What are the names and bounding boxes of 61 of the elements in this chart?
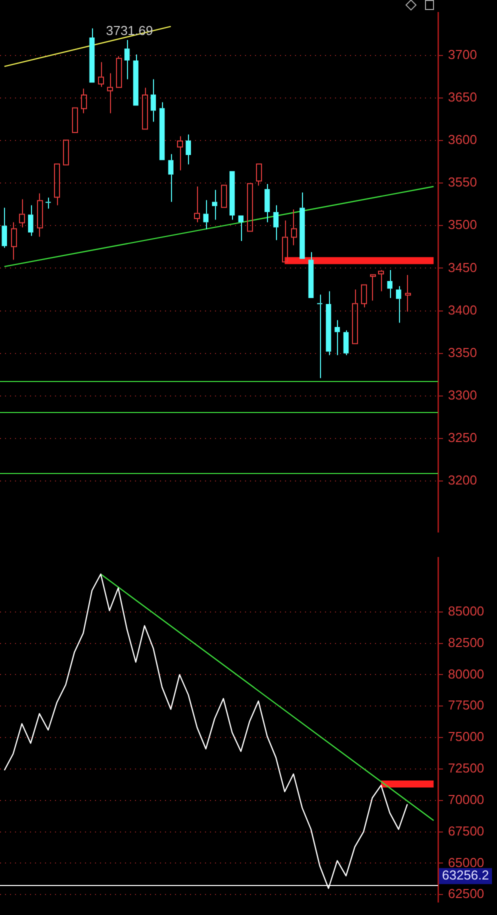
candlestick <box>300 192 305 259</box>
candlestick <box>37 192 43 238</box>
candlestick <box>308 252 314 298</box>
candlestick <box>378 269 384 292</box>
y-tick-label: 65000 <box>448 854 484 870</box>
annotation: 3731.69 <box>106 22 153 38</box>
candlestick <box>203 200 208 230</box>
candlestick <box>19 198 25 228</box>
candlestick <box>352 289 358 344</box>
candlestick <box>116 56 122 88</box>
candlestick <box>98 62 104 88</box>
candlestick <box>159 102 165 160</box>
y-tick-label: 3200 <box>448 472 477 488</box>
y-tick-label: 3500 <box>448 217 477 232</box>
candlestick <box>177 136 183 171</box>
y-tick-label: 62500 <box>448 886 484 902</box>
candlestick <box>370 274 376 302</box>
candlestick <box>387 269 392 299</box>
y-tick-label: 75000 <box>448 729 484 744</box>
y-tick-label: 85000 <box>448 603 484 618</box>
candlestick <box>46 197 51 210</box>
y-tick-label: 3600 <box>448 132 477 148</box>
candlestick <box>396 286 402 324</box>
y-tick-label: 3650 <box>448 90 477 105</box>
candlestick <box>2 207 8 248</box>
y-tick-label: 67500 <box>448 823 484 838</box>
candlestick <box>133 54 138 106</box>
y-tick-label: 3250 <box>448 430 477 446</box>
y-tick-label: 3400 <box>448 302 477 318</box>
y-tick-label: 3300 <box>448 388 477 403</box>
candlestick <box>81 88 87 114</box>
y-tick-label: 3550 <box>448 174 477 190</box>
candlestick <box>230 171 235 220</box>
candlestick <box>264 183 270 223</box>
candlestick <box>405 274 411 312</box>
candlestick <box>142 87 148 130</box>
candlestick <box>194 186 200 223</box>
y-tick-label: 3350 <box>448 344 477 360</box>
y-tick-label: 80000 <box>448 666 484 682</box>
candlestick <box>124 40 130 80</box>
candlestick <box>326 290 332 356</box>
candlestick <box>291 208 297 246</box>
candlestick <box>11 222 17 260</box>
candlestick <box>107 72 113 114</box>
y-tick-label: 82500 <box>448 634 484 650</box>
candlestick <box>28 204 34 236</box>
candlestick <box>186 134 191 165</box>
y-tick-label: 70000 <box>448 792 484 807</box>
candlestick <box>238 215 244 242</box>
y-tick-label: 3450 <box>448 260 477 275</box>
candlestick <box>89 28 95 83</box>
candlestick <box>282 220 288 262</box>
candlestick <box>150 78 156 122</box>
candlestick <box>273 204 279 241</box>
y-tick-label: 72500 <box>448 760 484 776</box>
y-tick-label: 77500 <box>448 698 484 713</box>
ref-line-label: 63256.2 <box>442 868 489 883</box>
y-tick-label: 3700 <box>448 46 477 62</box>
candlestick <box>317 294 322 379</box>
candlestick <box>334 320 340 356</box>
candlestick <box>168 154 174 202</box>
